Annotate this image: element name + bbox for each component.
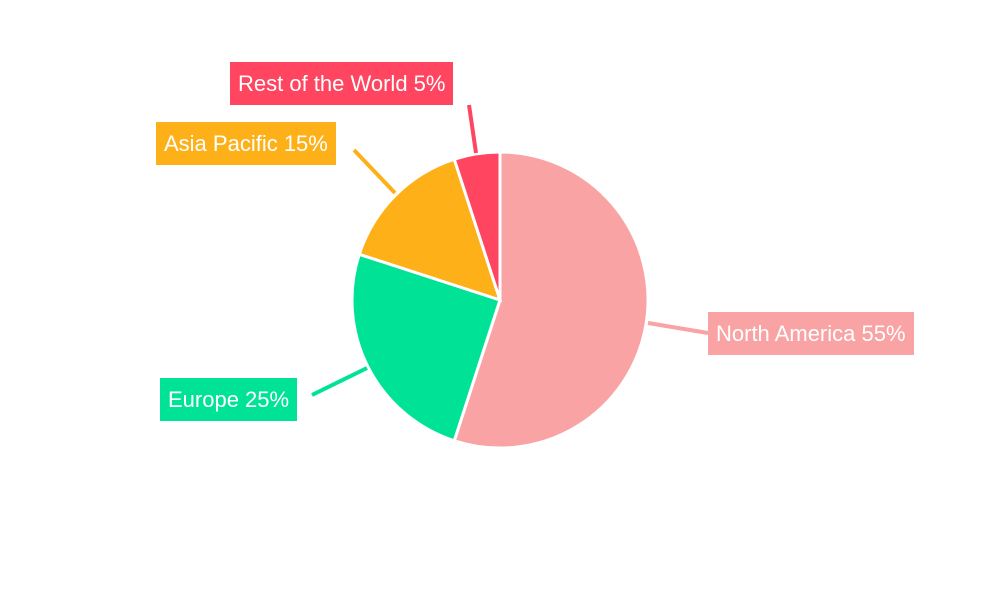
pie-slice-europe[interactable] (350, 252, 502, 443)
data-label: Rest of the World 5% (230, 62, 454, 105)
data-label: North America 55% (708, 312, 914, 355)
pie-slice-rest-of-the-world[interactable] (452, 150, 502, 301)
data-label: Europe 25% (160, 378, 298, 421)
leader-line (352, 148, 397, 195)
leader-line (467, 104, 478, 154)
leader-line (311, 366, 368, 397)
data-label: Asia Pacific 15% (156, 122, 336, 165)
pie-slice-north-america[interactable] (452, 150, 650, 450)
leader-line (647, 321, 709, 335)
